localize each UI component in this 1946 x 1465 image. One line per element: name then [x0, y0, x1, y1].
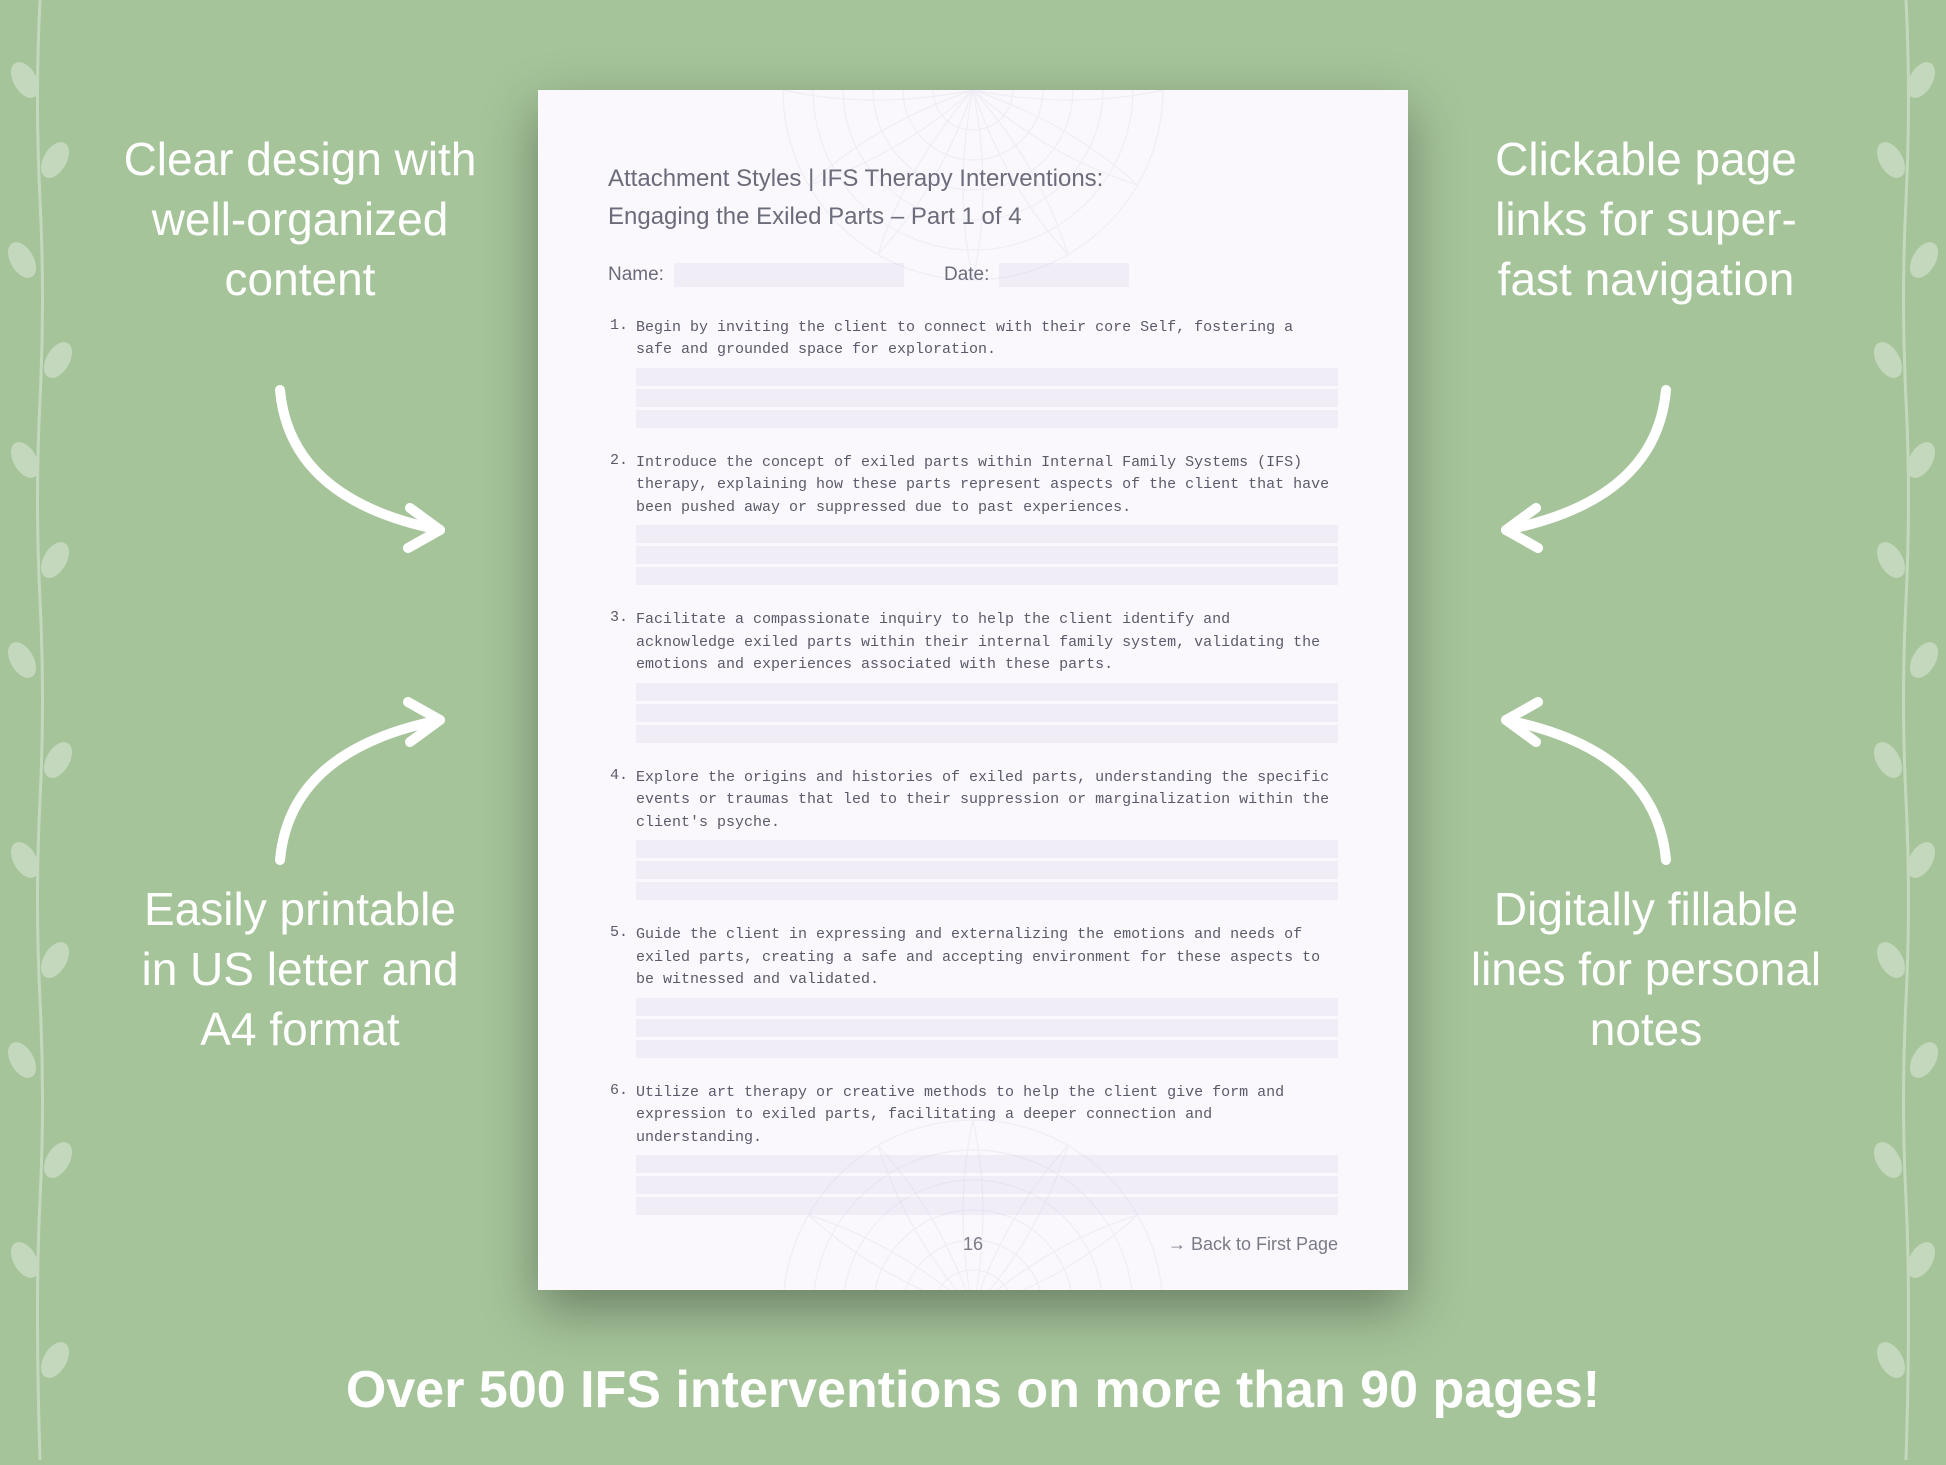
list-item: 3.Facilitate a compassionate inquiry to …: [608, 609, 1338, 743]
item-number: 2.: [608, 452, 628, 586]
fill-line[interactable]: [636, 1040, 1338, 1058]
item-body: Introduce the concept of exiled parts wi…: [636, 452, 1338, 586]
item-text: Explore the origins and histories of exi…: [636, 767, 1338, 835]
item-text: Introduce the concept of exiled parts wi…: [636, 452, 1338, 520]
item-text: Guide the client in expressing and exter…: [636, 924, 1338, 992]
item-text: Facilitate a compassionate inquiry to he…: [636, 609, 1338, 677]
fill-lines: [636, 525, 1338, 585]
document-meta: Name: Date:: [608, 263, 1338, 287]
date-input[interactable]: [999, 263, 1129, 287]
fill-line[interactable]: [636, 1155, 1338, 1173]
fill-line[interactable]: [636, 1019, 1338, 1037]
item-text: Utilize art therapy or creative methods …: [636, 1082, 1338, 1150]
item-number: 3.: [608, 609, 628, 743]
fill-lines: [636, 998, 1338, 1058]
decorative-vine-left: [0, 0, 80, 1460]
callout-bottom-left: Easily printable in US letter and A4 for…: [120, 880, 480, 1059]
item-number: 6.: [608, 1082, 628, 1216]
callout-bottom-right: Digitally fillable lines for personal no…: [1466, 880, 1826, 1059]
fill-lines: [636, 1155, 1338, 1215]
bottom-banner: Over 500 IFS interventions on more than …: [0, 1360, 1946, 1420]
item-text: Begin by inviting the client to connect …: [636, 317, 1338, 362]
list-item: 5.Guide the client in expressing and ext…: [608, 924, 1338, 1058]
list-item: 6.Utilize art therapy or creative method…: [608, 1082, 1338, 1216]
item-number: 1.: [608, 317, 628, 428]
date-label: Date:: [944, 264, 989, 286]
item-number: 5.: [608, 924, 628, 1058]
items-list: 1.Begin by inviting the client to connec…: [608, 317, 1338, 1216]
fill-line[interactable]: [636, 1176, 1338, 1194]
arrow-bottom-right-icon: [1466, 690, 1686, 870]
fill-lines: [636, 683, 1338, 743]
document-header-line1: Attachment Styles | IFS Therapy Interven…: [608, 160, 1338, 198]
page-number: 16: [963, 1234, 983, 1255]
item-body: Explore the origins and histories of exi…: [636, 767, 1338, 901]
item-number: 4.: [608, 767, 628, 901]
name-input[interactable]: [674, 263, 904, 287]
name-field: Name:: [608, 263, 904, 287]
fill-line[interactable]: [636, 546, 1338, 564]
list-item: 4.Explore the origins and histories of e…: [608, 767, 1338, 901]
item-body: Begin by inviting the client to connect …: [636, 317, 1338, 428]
fill-lines: [636, 368, 1338, 428]
fill-line[interactable]: [636, 725, 1338, 743]
fill-line[interactable]: [636, 861, 1338, 879]
fill-line[interactable]: [636, 840, 1338, 858]
list-item: 2.Introduce the concept of exiled parts …: [608, 452, 1338, 586]
name-label: Name:: [608, 264, 664, 286]
fill-line[interactable]: [636, 1197, 1338, 1215]
arrow-top-left-icon: [260, 380, 480, 560]
item-body: Guide the client in expressing and exter…: [636, 924, 1338, 1058]
document-page: Attachment Styles | IFS Therapy Interven…: [538, 90, 1408, 1290]
fill-line[interactable]: [636, 389, 1338, 407]
fill-line[interactable]: [636, 525, 1338, 543]
arrow-top-right-icon: [1466, 380, 1686, 560]
fill-line[interactable]: [636, 882, 1338, 900]
list-item: 1.Begin by inviting the client to connec…: [608, 317, 1338, 428]
document-header: Attachment Styles | IFS Therapy Interven…: [608, 160, 1338, 237]
item-body: Facilitate a compassionate inquiry to he…: [636, 609, 1338, 743]
document-header-line2: Engaging the Exiled Parts – Part 1 of 4: [608, 198, 1338, 236]
date-field: Date:: [944, 263, 1129, 287]
decorative-vine-right: [1866, 0, 1946, 1460]
fill-line[interactable]: [636, 410, 1338, 428]
fill-line[interactable]: [636, 567, 1338, 585]
fill-line[interactable]: [636, 683, 1338, 701]
page-footer: 16 → Back to First Page: [608, 1234, 1338, 1255]
callout-top-left: Clear design with well-organized content: [120, 130, 480, 309]
callout-top-right: Clickable page links for super-fast navi…: [1466, 130, 1826, 309]
item-body: Utilize art therapy or creative methods …: [636, 1082, 1338, 1216]
fill-line[interactable]: [636, 998, 1338, 1016]
back-to-first-link[interactable]: → Back to First Page: [1168, 1234, 1338, 1255]
fill-lines: [636, 840, 1338, 900]
arrow-bottom-left-icon: [260, 690, 480, 870]
fill-line[interactable]: [636, 368, 1338, 386]
fill-line[interactable]: [636, 704, 1338, 722]
